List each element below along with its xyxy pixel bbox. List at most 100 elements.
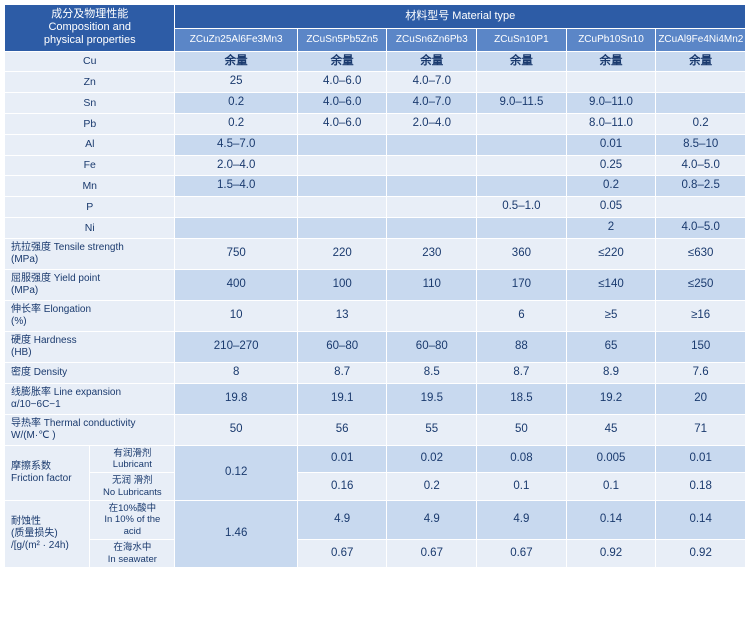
- cell: 9.0–11.0: [566, 93, 656, 114]
- cell: 0.2: [566, 176, 656, 197]
- cell: 8.9: [566, 362, 656, 383]
- header-material-5: ZCuAl9Fe4Ni4Mn2: [656, 28, 746, 51]
- cell: [477, 72, 567, 93]
- row-label: Cu: [5, 51, 175, 72]
- cell: 0.8–2.5: [656, 176, 746, 197]
- table-row: 屈服强度 Yield point(MPa)400100110170≤140≤25…: [5, 269, 746, 300]
- cell: [477, 176, 567, 197]
- header-left-cn: 成分及物理性能: [7, 8, 172, 21]
- cell: 4.0–5.0: [656, 217, 746, 238]
- cell: 2.0–4.0: [175, 155, 297, 176]
- cell: 8.7: [477, 362, 567, 383]
- table-row: Ni 24.0–5.0: [5, 217, 746, 238]
- cell: 18.5: [477, 383, 567, 414]
- cell: 400: [175, 269, 297, 300]
- header-material-2: ZCuSn6Zn6Pb3: [387, 28, 477, 51]
- cell: 0.005: [566, 445, 656, 473]
- cell: 余量: [656, 51, 746, 72]
- cell: [175, 217, 297, 238]
- cell: 19.1: [297, 383, 387, 414]
- table-row: 摩擦系数Friction factor有润滑剂Lubricant0.120.01…: [5, 445, 746, 473]
- cell: 60–80: [297, 331, 387, 362]
- cell: 4.9: [477, 501, 567, 540]
- cell: 0.01: [656, 445, 746, 473]
- cell: [656, 93, 746, 114]
- cell: 19.2: [566, 383, 656, 414]
- row-label: Zn: [5, 72, 175, 93]
- cell-merged: 0.12: [175, 445, 297, 501]
- cell: 170: [477, 269, 567, 300]
- header-material-4: ZCuPb10Sn10: [566, 28, 656, 51]
- header-left-en2: physical properties: [7, 34, 172, 47]
- cell: 0.14: [566, 501, 656, 540]
- cell: 0.16: [297, 473, 387, 501]
- cell: 0.67: [297, 540, 387, 568]
- table-row: Sn0.24.0–6.04.0–7.09.0–11.59.0–11.0: [5, 93, 746, 114]
- cell: [477, 134, 567, 155]
- cell: 45: [566, 414, 656, 445]
- cell: 余量: [387, 51, 477, 72]
- row-sublabel: 有润滑剂Lubricant: [90, 445, 175, 473]
- cell: 4.0–6.0: [297, 93, 387, 114]
- cell: 4.5–7.0: [175, 134, 297, 155]
- cell: 4.0–6.0: [297, 113, 387, 134]
- cell: [297, 176, 387, 197]
- row-label: Sn: [5, 93, 175, 114]
- cell: 750: [175, 238, 297, 269]
- cell: 2.0–4.0: [387, 113, 477, 134]
- cell: 50: [477, 414, 567, 445]
- cell: 0.67: [387, 540, 477, 568]
- cell: [297, 217, 387, 238]
- table-row: 导热率 Thermal conductivityW/(M·℃ )50565550…: [5, 414, 746, 445]
- cell: 65: [566, 331, 656, 362]
- cell: 0.1: [566, 473, 656, 501]
- cell: ≤250: [656, 269, 746, 300]
- table-row: 在海水中In seawater0.670.670.670.920.92: [5, 540, 746, 568]
- row-sublabel: 在海水中In seawater: [90, 540, 175, 568]
- cell: 0.5–1.0: [477, 197, 567, 218]
- cell: 2: [566, 217, 656, 238]
- row-label: 伸长率 Elongation(%): [5, 300, 175, 331]
- cell: 4.0–7.0: [387, 93, 477, 114]
- row-label: Pb: [5, 113, 175, 134]
- cell: 6: [477, 300, 567, 331]
- cell: ≤140: [566, 269, 656, 300]
- cell: [387, 176, 477, 197]
- table-row: Al4.5–7.00.018.5–10: [5, 134, 746, 155]
- cell: 0.18: [656, 473, 746, 501]
- cell: 0.01: [297, 445, 387, 473]
- cell: 0.92: [566, 540, 656, 568]
- table-row: Zn254.0–6.04.0–7.0: [5, 72, 746, 93]
- cell: 7.6: [656, 362, 746, 383]
- cell: 8.5: [387, 362, 477, 383]
- cell: 余量: [175, 51, 297, 72]
- table-row: 耐蚀性(质量损失)/[g/(m² · 24h)在10%酸中In 10% of t…: [5, 501, 746, 540]
- cell: [656, 197, 746, 218]
- cell: [387, 217, 477, 238]
- cell: 20: [656, 383, 746, 414]
- cell: [656, 72, 746, 93]
- cell-merged: 1.46: [175, 501, 297, 568]
- table-row: 密度 Density88.78.58.78.97.6: [5, 362, 746, 383]
- header-material-0: ZCuZn25Al6Fe3Mn3: [175, 28, 297, 51]
- cell: [477, 217, 567, 238]
- header-material-3: ZCuSn10P1: [477, 28, 567, 51]
- cell: 0.01: [566, 134, 656, 155]
- row-label: 导热率 Thermal conductivityW/(M·℃ ): [5, 414, 175, 445]
- header-left: 成分及物理性能 Composition and physical propert…: [5, 5, 175, 52]
- cell: [387, 197, 477, 218]
- table-row: P0.5–1.00.05: [5, 197, 746, 218]
- table-row: 伸长率 Elongation(%)10136≥5≥16: [5, 300, 746, 331]
- cell: 0.92: [656, 540, 746, 568]
- cell: 55: [387, 414, 477, 445]
- row-sublabel: 在10%酸中In 10% of theacid: [90, 501, 175, 540]
- row-label: Ni: [5, 217, 175, 238]
- cell: 4.9: [387, 501, 477, 540]
- cell: 余量: [297, 51, 387, 72]
- cell: [477, 155, 567, 176]
- row-label: Fe: [5, 155, 175, 176]
- row-label: 线膨胀率 Line expansionα/10−6C−1: [5, 383, 175, 414]
- row-label: 屈服强度 Yield point(MPa): [5, 269, 175, 300]
- cell: 0.1: [477, 473, 567, 501]
- table-row: 硬度 Hardness(HB)210–27060–8060–808865150: [5, 331, 746, 362]
